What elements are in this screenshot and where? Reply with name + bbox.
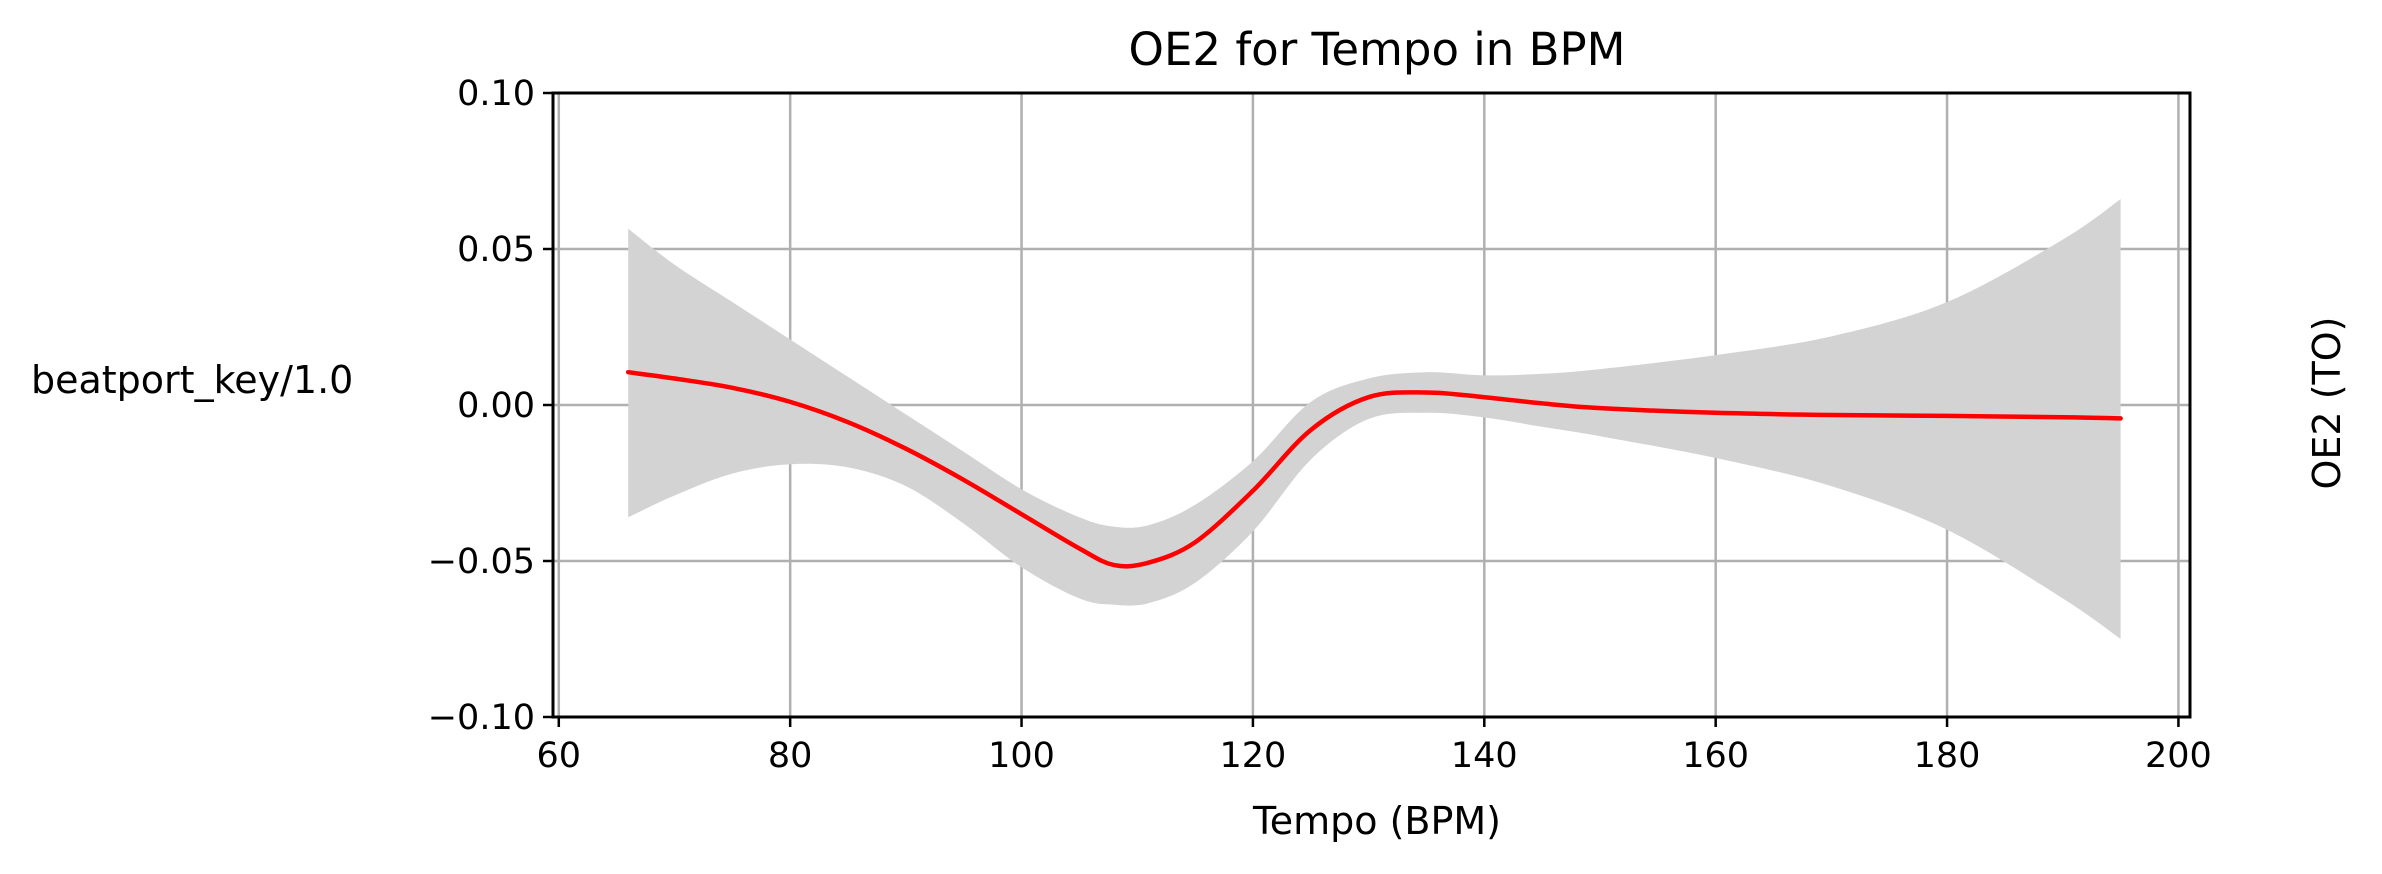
x-tick-label: 120	[1220, 736, 1287, 776]
y-tick-label: 0.05	[457, 230, 535, 270]
y-tick-label: 0.00	[457, 386, 535, 426]
y-axis-label: beatport_key/1.0	[31, 358, 353, 402]
confidence-band	[628, 199, 2121, 639]
x-axis-ticks: 60 80 100 120 140 160 180 200	[537, 717, 2212, 776]
x-tick-label: 180	[1914, 736, 1981, 776]
y-tick-label: −0.10	[428, 698, 535, 738]
x-tick-label: 100	[988, 736, 1055, 776]
x-tick-label: 140	[1451, 736, 1518, 776]
x-tick-label: 160	[1682, 736, 1749, 776]
trend-line	[625, 369, 2123, 569]
chart-title: OE2 for Tempo in BPM	[1129, 23, 1626, 76]
y-axis-ticks: −0.10 −0.05 0.00 0.05 0.10	[428, 74, 553, 738]
x-tick-label: 60	[537, 736, 582, 776]
x-tick-label: 80	[768, 736, 813, 776]
y-tick-label: 0.10	[457, 74, 535, 114]
y-tick-label: −0.05	[428, 542, 535, 582]
right-axis-label: OE2 (TO)	[2305, 317, 2349, 490]
x-tick-label: 200	[2145, 736, 2212, 776]
x-axis-label: Tempo (BPM)	[1252, 799, 1501, 843]
